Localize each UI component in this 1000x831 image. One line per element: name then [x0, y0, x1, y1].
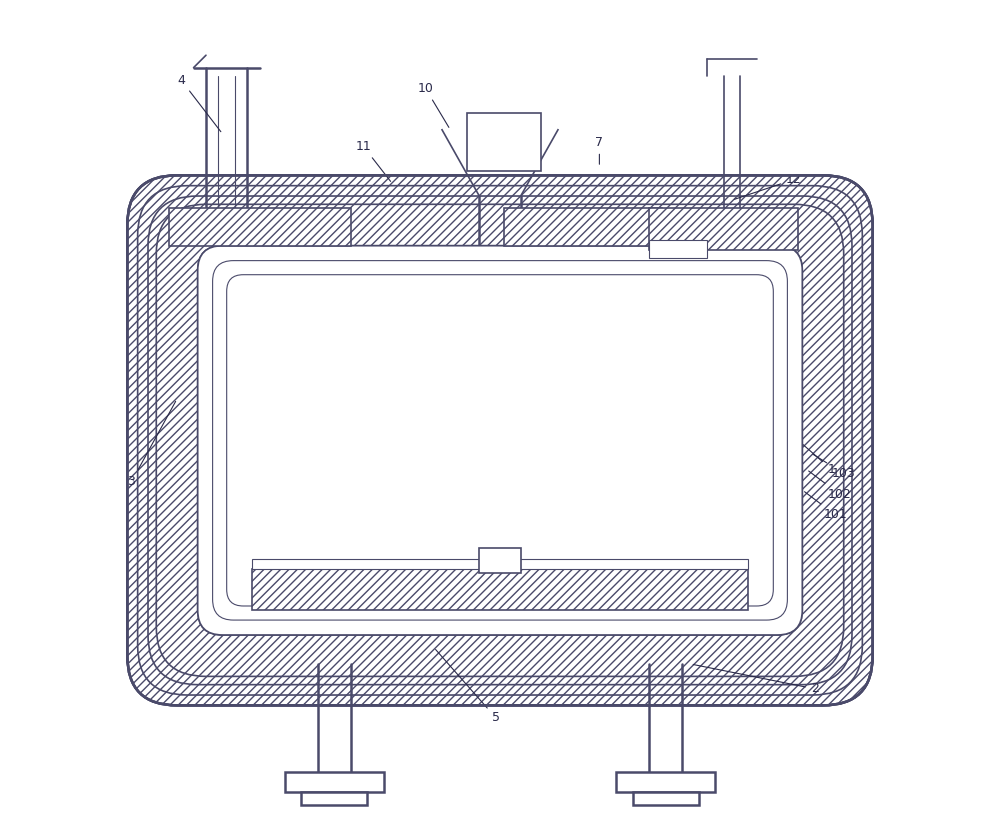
Bar [169, 209, 351, 246]
FancyBboxPatch shape [198, 246, 802, 635]
Bar [301, 792, 367, 804]
Text: 11: 11 [355, 140, 391, 181]
Text: 5: 5 [436, 650, 500, 725]
FancyBboxPatch shape [227, 275, 773, 606]
Text: 801: 801 [343, 379, 377, 393]
Bar [285, 772, 384, 792]
FancyBboxPatch shape [198, 246, 802, 635]
Text: 1: 1 [800, 442, 835, 476]
Text: 802: 802 [351, 404, 386, 418]
Text: 8: 8 [310, 442, 318, 455]
Bar [504, 209, 662, 246]
Bar [649, 209, 798, 250]
Text: 9: 9 [451, 525, 470, 558]
Text: 12: 12 [735, 173, 802, 199]
Bar [479, 548, 521, 573]
Bar [252, 558, 748, 568]
Bar [649, 240, 707, 258]
Text: 2: 2 [693, 665, 819, 696]
Text: 4: 4 [177, 74, 221, 131]
Bar [633, 792, 699, 804]
Text: 8: 8 [310, 409, 357, 455]
Text: 803: 803 [360, 431, 394, 445]
Text: 7: 7 [595, 135, 603, 165]
Text: 10: 10 [418, 81, 449, 127]
Bar [616, 772, 715, 792]
Bar [252, 568, 748, 610]
Text: 3: 3 [128, 401, 176, 489]
Bar [467, 113, 541, 171]
Text: 103: 103 [813, 455, 856, 480]
Text: 102: 102 [809, 471, 851, 501]
Text: 101: 101 [805, 492, 847, 521]
Text: 6: 6 [493, 127, 516, 156]
